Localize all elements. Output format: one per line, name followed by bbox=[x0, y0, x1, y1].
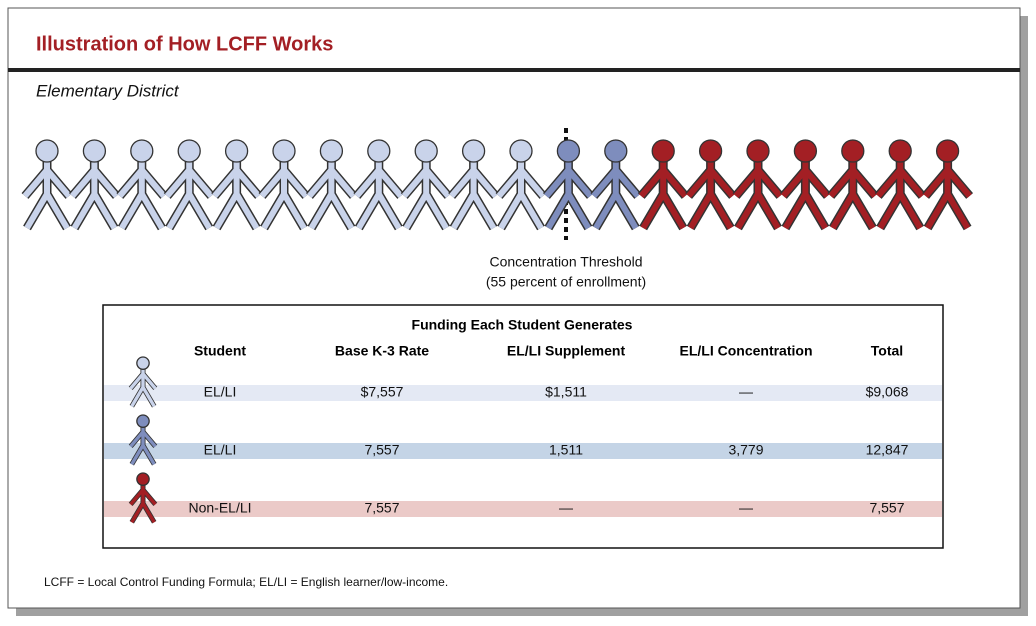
column-header: EL/LI Concentration bbox=[680, 343, 813, 359]
table-cell: 7,557 bbox=[364, 500, 399, 516]
figure-head bbox=[137, 415, 149, 427]
figure-head bbox=[652, 140, 674, 162]
figure-head bbox=[273, 140, 295, 162]
table-cell: 3,779 bbox=[728, 442, 763, 458]
figure-head bbox=[557, 140, 579, 162]
figure-head bbox=[137, 357, 149, 369]
figure-head bbox=[226, 140, 248, 162]
figure-head bbox=[178, 140, 200, 162]
table-cell: — bbox=[559, 500, 573, 516]
column-header: Base K-3 Rate bbox=[335, 343, 429, 359]
column-header: Total bbox=[871, 343, 903, 359]
table-cell: 7,557 bbox=[869, 500, 904, 516]
figure-head bbox=[889, 140, 911, 162]
title: Illustration of How LCFF Works bbox=[36, 33, 333, 55]
figure-head bbox=[131, 140, 153, 162]
table-cell: — bbox=[739, 384, 753, 400]
table-cell: EL/LI bbox=[204, 384, 237, 400]
figure-head bbox=[700, 140, 722, 162]
figure-head bbox=[137, 473, 149, 485]
figure-head bbox=[83, 140, 105, 162]
figure-head bbox=[794, 140, 816, 162]
table-cell: EL/LI bbox=[204, 442, 237, 458]
table-cell: Non-EL/LI bbox=[188, 500, 251, 516]
table-cell: 1,511 bbox=[549, 442, 583, 458]
column-header: EL/LI Supplement bbox=[507, 343, 626, 359]
table-caption: Funding Each Student Generates bbox=[412, 317, 633, 333]
figure-head bbox=[463, 140, 485, 162]
table-cell: 7,557 bbox=[364, 442, 399, 458]
figure-head bbox=[368, 140, 390, 162]
title-rule bbox=[8, 68, 1020, 72]
table-cell: $1,511 bbox=[545, 384, 587, 400]
subtitle: Elementary District bbox=[36, 81, 180, 100]
threshold-label: Concentration Threshold bbox=[489, 254, 642, 270]
table-cell: $7,557 bbox=[361, 384, 404, 400]
table-cell: 12,847 bbox=[866, 442, 909, 458]
figure-head bbox=[415, 140, 437, 162]
column-header: Student bbox=[194, 343, 246, 359]
figure-head bbox=[36, 140, 58, 162]
figure-page: Illustration of How LCFF Works Elementar… bbox=[0, 0, 1036, 621]
table-cell: — bbox=[739, 500, 753, 516]
figure-head bbox=[937, 140, 959, 162]
figure-head bbox=[510, 140, 532, 162]
figure-head bbox=[605, 140, 627, 162]
figure-head bbox=[320, 140, 342, 162]
table-cell: $9,068 bbox=[866, 384, 909, 400]
threshold-note: (55 percent of enrollment) bbox=[486, 274, 646, 290]
figure-head bbox=[747, 140, 769, 162]
footnote: LCFF = Local Control Funding Formula; EL… bbox=[44, 575, 448, 589]
figure-head bbox=[842, 140, 864, 162]
